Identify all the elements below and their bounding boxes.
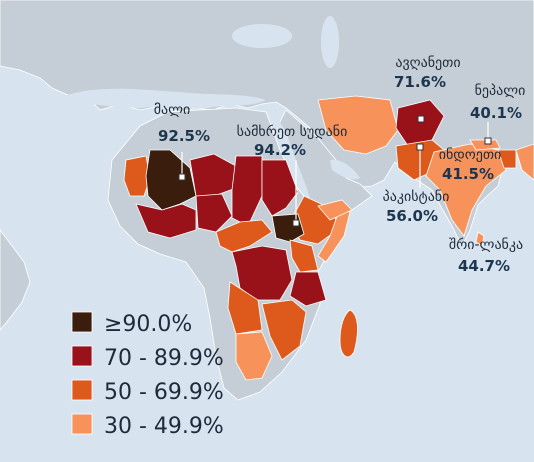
country-nigeria xyxy=(195,193,233,233)
label-pakistan-value: 56.0% xyxy=(386,207,438,225)
label-pakistan-name: პაკისტანი xyxy=(383,189,450,205)
legend-label-50: 50 - 69.9% xyxy=(104,380,224,405)
label-afghanistan-value: 71.6% xyxy=(394,73,446,91)
country-cameroon-car xyxy=(215,219,273,253)
label-india-name: ინდოეთი xyxy=(439,147,502,163)
legend-label-30: 30 - 49.9% xyxy=(104,414,224,439)
legend: ≥90.0% 70 - 89.9% 50 - 69.9% 30 - 49.9% xyxy=(71,311,224,439)
legend-swatch-30 xyxy=(71,413,93,435)
legend-swatch-50 xyxy=(71,379,93,401)
label-south-sudan-value: 94.2% xyxy=(254,141,306,159)
marker-south-sudan xyxy=(292,160,300,227)
country-madagascar xyxy=(339,309,358,358)
country-sri-lanka xyxy=(475,231,485,247)
country-zambia-mozambique xyxy=(261,299,307,361)
legend-label-70: 70 - 89.9% xyxy=(104,346,224,371)
label-sri-lanka-name: შრი-ლანკა xyxy=(449,236,523,253)
black-sea xyxy=(232,24,292,48)
legend-label-90: ≥90.0% xyxy=(104,312,192,337)
country-mauritania-morocco xyxy=(123,155,151,197)
country-drc xyxy=(231,245,293,301)
country-uganda-kenya xyxy=(289,239,319,273)
country-west-coast xyxy=(135,203,197,239)
legend-swatch-70 xyxy=(71,345,93,367)
country-mali xyxy=(145,149,197,211)
country-angola xyxy=(227,281,263,335)
legend-item-70: 70 - 89.9% xyxy=(71,345,224,371)
label-south-sudan-name: სამხრეთ სუდანი xyxy=(237,123,348,140)
marker-afghanistan xyxy=(417,115,425,123)
marker-mali xyxy=(178,152,186,181)
country-yemen xyxy=(317,199,353,221)
country-iran xyxy=(317,95,399,155)
label-mali-value: 92.5% xyxy=(158,127,210,145)
marker-nepal xyxy=(484,122,492,145)
country-bangladesh xyxy=(497,149,517,169)
mediterranean-sea xyxy=(64,88,266,109)
label-afghanistan-name: ავღანეთი xyxy=(395,55,460,71)
land-americas xyxy=(0,229,31,331)
label-mali-name: მალი xyxy=(154,102,191,118)
legend-swatch-90 xyxy=(71,311,93,333)
label-nepal-value: 40.1% xyxy=(470,104,522,122)
country-sudan xyxy=(261,159,299,217)
legend-item-90: ≥90.0% xyxy=(71,311,192,337)
caspian-sea xyxy=(321,16,339,68)
country-somalia xyxy=(317,207,351,263)
marker-pakistan xyxy=(416,143,424,188)
label-nepal-name: ნეპალი xyxy=(475,83,526,99)
label-india-value: 41.5% xyxy=(442,165,494,183)
country-southern-africa xyxy=(235,331,273,381)
legend-item-30: 30 - 49.9% xyxy=(71,413,224,439)
label-sri-lanka-value: 44.7% xyxy=(458,257,510,275)
red-sea xyxy=(270,112,320,222)
country-tanzania xyxy=(289,271,327,307)
persian-gulf xyxy=(330,159,360,180)
legend-item-50: 50 - 69.9% xyxy=(71,379,224,405)
country-myanmar xyxy=(515,143,534,181)
